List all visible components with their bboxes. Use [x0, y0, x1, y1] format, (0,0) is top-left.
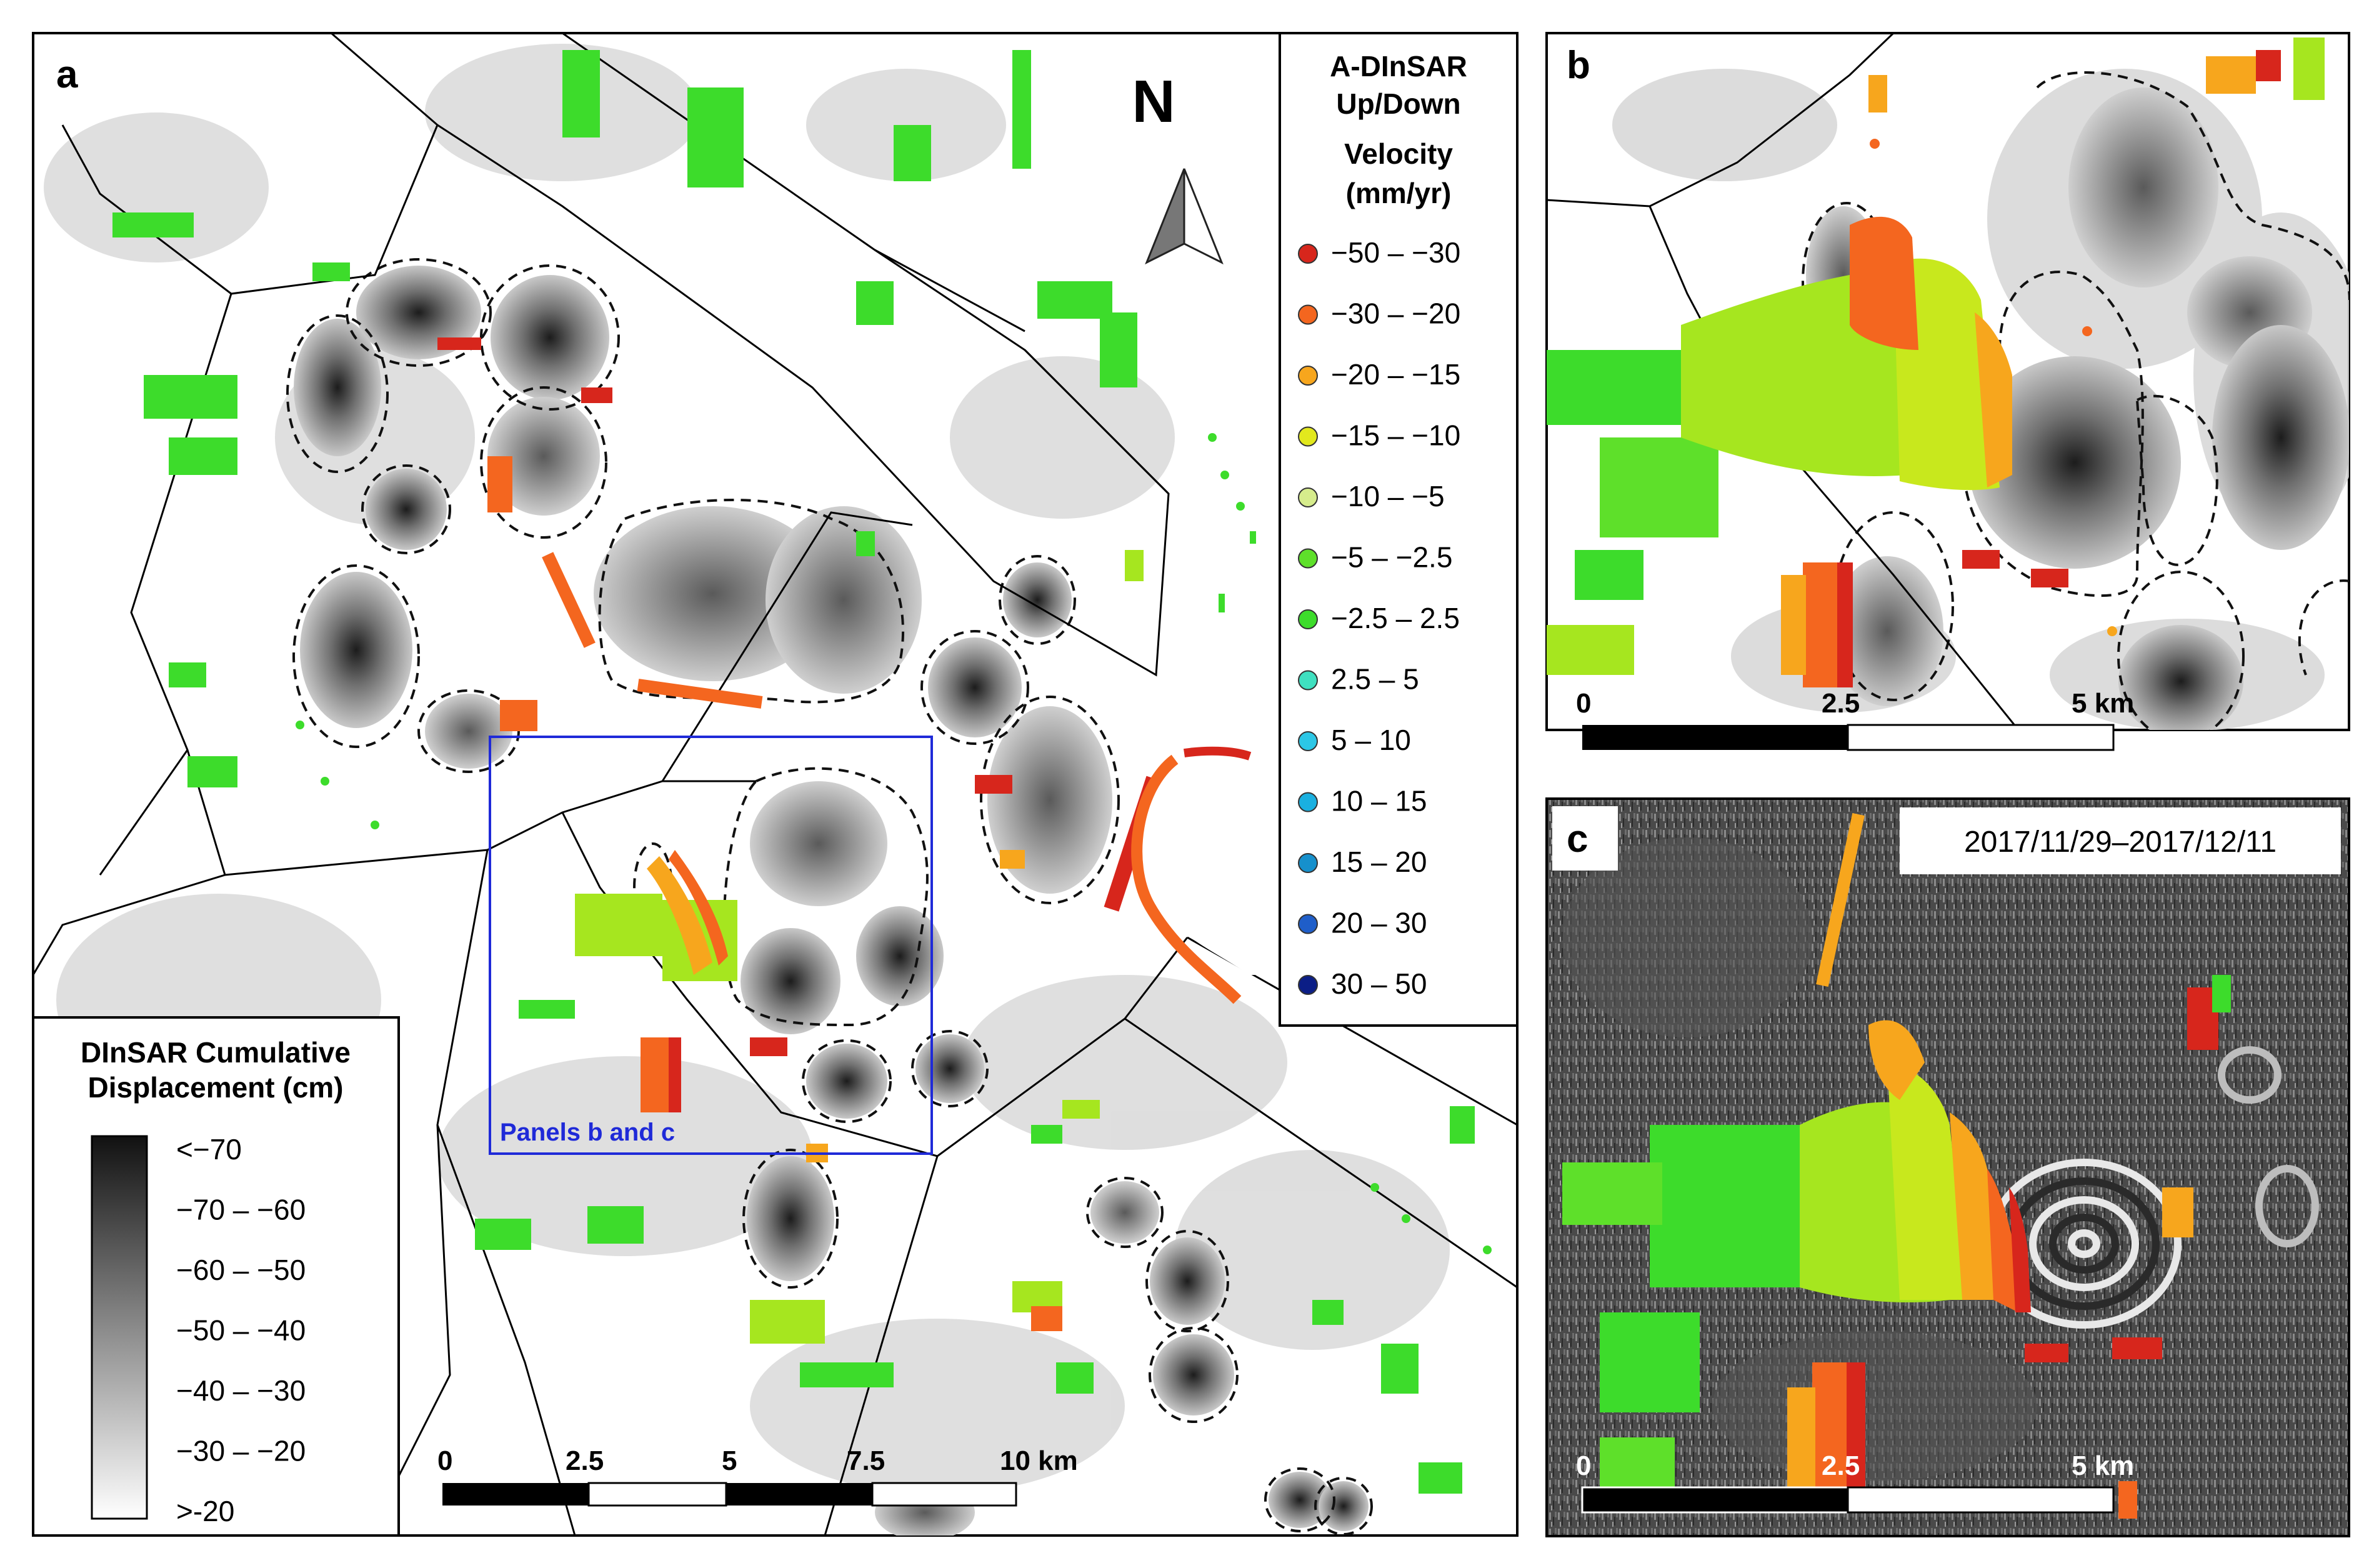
velocity-legend-label: −30 – −20	[1331, 297, 1460, 330]
scale-b-tick-0: 0	[1576, 688, 1591, 719]
velocity-legend-swatch	[1298, 670, 1318, 691]
velocity-legend-label: 2.5 – 5	[1331, 663, 1419, 696]
velocity-legend-label: 5 – 10	[1331, 724, 1411, 756]
velocity-legend: A-DInSAR Up/Down Velocity (mm/yr) −50 – …	[1279, 32, 1519, 1027]
velocity-legend-swatch	[1298, 914, 1318, 934]
displacement-legend: DInSAR Cumulative Displacement (cm) <−70…	[32, 1016, 400, 1537]
panel-c-label-box	[1552, 806, 1618, 871]
scale-c-tick-0: 0	[1576, 1451, 1591, 1481]
panel-b: b 0 2.5 5 km	[1545, 32, 2350, 751]
velocity-legend-label: −10 – −5	[1331, 480, 1445, 512]
north-label: N	[1132, 68, 1175, 135]
displacement-legend-label: −60 – −50	[176, 1254, 306, 1286]
velocity-legend-label: −5 – −2.5	[1331, 541, 1452, 574]
velocity-legend-title-line1: A-DInSAR	[1330, 50, 1467, 82]
scale-bar-panel-a: 0 2.5 5 7.5 10 km	[437, 1446, 1078, 1507]
panel-c: 2017/11/29–2017/12/11 c 0 2.5 5 km	[1545, 797, 2350, 1537]
ps-points-panel-b	[1547, 37, 2325, 687]
velocity-legend-swatch	[1298, 792, 1318, 812]
velocity-legend-label: −15 – −10	[1331, 419, 1460, 452]
displacement-color-ramp	[91, 1135, 148, 1520]
scale-bar-panel-c: 0 2.5 5 km	[1576, 1451, 2134, 1514]
panel-b-label: b	[1567, 44, 1590, 87]
velocity-legend-swatch	[1298, 487, 1318, 507]
velocity-legend-swatch	[1298, 853, 1318, 873]
velocity-legend-swatch	[1298, 548, 1318, 569]
velocity-legend-swatch	[1298, 244, 1318, 264]
velocity-legend-items: −50 – −30 −30 – −20 −20 – −15 −15 – −10 −10 …	[1298, 236, 1460, 1000]
velocity-legend-swatch	[1298, 609, 1318, 629]
date-range-text: 2017/11/29–2017/12/11	[1964, 826, 2277, 859]
displacement-legend-label: −50 – −40	[176, 1314, 306, 1347]
scale-b-tick-1: 2.5	[1822, 688, 1860, 719]
inset-box-label: Panels b and c	[500, 1119, 675, 1146]
warm-ps-points-panel-a	[437, 337, 1162, 1331]
velocity-legend-swatch	[1298, 975, 1318, 995]
velocity-legend-label: 30 – 50	[1331, 967, 1427, 1000]
displacement-legend-title-line2: Displacement (cm)	[87, 1071, 343, 1104]
panel-c-label: c	[1567, 817, 1588, 861]
panel-a-label: a	[56, 53, 78, 96]
scale-bar-panel-b: 0 2.5 5 km	[1576, 688, 2134, 751]
scale-c-tick-2: 5 km	[2072, 1451, 2134, 1481]
velocity-legend-label: −20 – −15	[1331, 358, 1460, 391]
displacement-legend-label: >-20	[176, 1495, 234, 1527]
velocity-legend-swatch	[1298, 304, 1318, 325]
scale-a-tick-3: 7.5	[847, 1446, 885, 1476]
displacement-legend-title-line1: DInSAR Cumulative	[81, 1036, 351, 1069]
north-arrow-icon: N	[1132, 68, 1224, 265]
displacement-legend-labels: <−70 −70 – −60 −60 – −50 −50 – −40 −40 – −30…	[176, 1133, 306, 1527]
panel-a: Panels b and c a N 0 2.5 5 7.5 10 km DIn…	[32, 32, 1519, 1537]
scale-a-tick-0: 0	[437, 1446, 452, 1476]
scale-c-tick-1: 2.5	[1822, 1451, 1860, 1481]
scale-b-tick-2: 5 km	[2072, 688, 2134, 719]
velocity-legend-title-line3: Velocity	[1344, 137, 1453, 170]
velocity-legend-label: 20 – 30	[1331, 907, 1427, 939]
velocity-legend-label: 10 – 15	[1331, 785, 1427, 817]
velocity-legend-swatch	[1298, 731, 1318, 751]
displacement-legend-label: −40 – −30	[176, 1374, 306, 1407]
velocity-legend-label: 15 – 20	[1331, 846, 1427, 878]
velocity-legend-swatch	[1298, 426, 1318, 447]
velocity-legend-title-line4: (mm/yr)	[1346, 177, 1452, 209]
scale-a-tick-1: 2.5	[566, 1446, 604, 1476]
velocity-legend-title-line2: Up/Down	[1336, 87, 1460, 120]
date-range-box	[1900, 807, 2341, 874]
displacement-legend-label: <−70	[176, 1133, 242, 1166]
displacement-legend-label: −30 – −20	[176, 1435, 306, 1467]
inset-box-panels-b-c	[489, 736, 933, 1155]
velocity-legend-label: −50 – −30	[1331, 236, 1460, 269]
velocity-legend-swatch	[1298, 366, 1318, 386]
displacement-legend-label: −70 – −60	[176, 1194, 306, 1226]
scale-a-tick-4: 10 km	[1000, 1446, 1078, 1476]
stable-ps-points-panel-a	[112, 50, 1492, 1494]
subsidence-outlines-panel-a	[286, 258, 1373, 1536]
scale-a-tick-2: 5	[722, 1446, 737, 1476]
velocity-legend-label: −2.5 – 2.5	[1331, 602, 1460, 634]
